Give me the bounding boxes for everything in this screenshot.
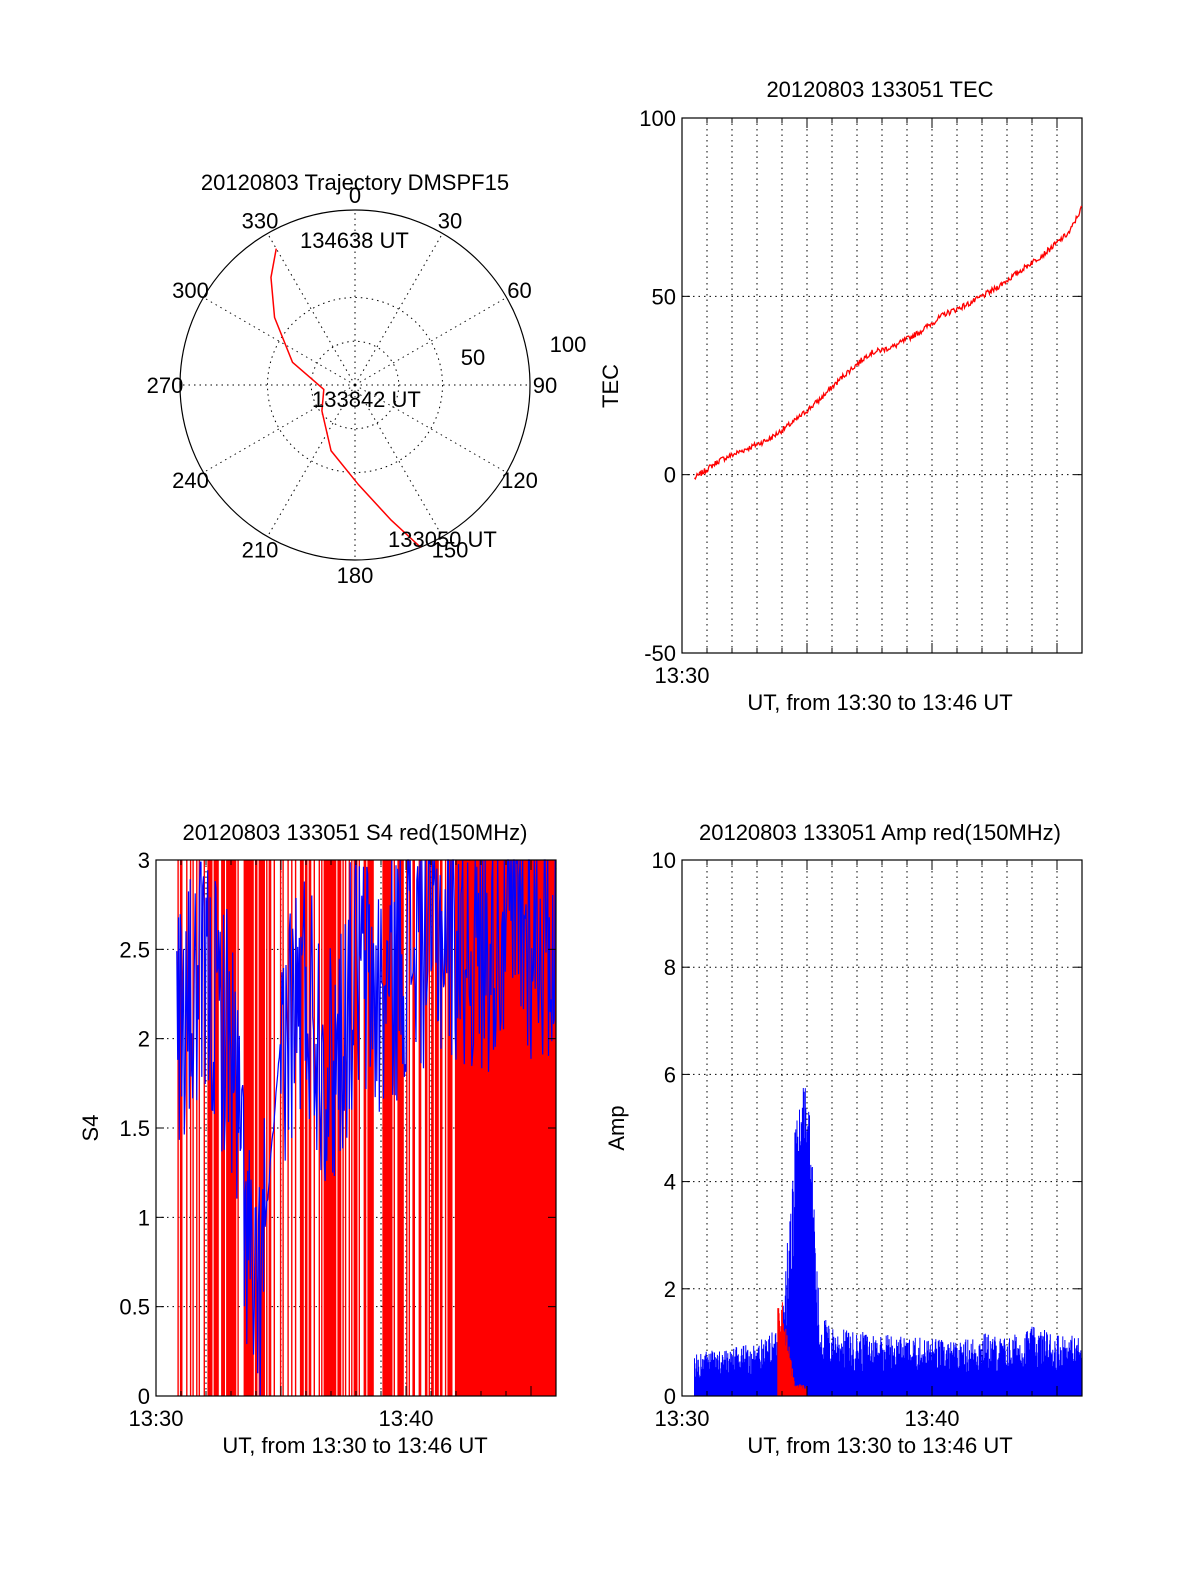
- tec-y-tick-label: 0: [664, 463, 676, 488]
- polar-spoke: [354, 297, 507, 386]
- amp-y-tick-label: 6: [664, 1062, 676, 1087]
- s4-blue-line: [176, 859, 557, 1397]
- polar-angle-label: 60: [507, 278, 531, 303]
- amp-grid: [682, 860, 1082, 1396]
- amp-y-tick-label: 2: [664, 1277, 676, 1302]
- polar-angle-label: 150: [432, 538, 469, 563]
- polar-grid-circle-50: [267, 297, 443, 473]
- amp-x-ticks: 13:30 13:40: [654, 860, 1083, 1431]
- amp-panel: 20120803 133051 Amp red(150MHz) 0246810 …: [604, 820, 1083, 1458]
- tec-y-ticks: -50 0 50 100: [639, 106, 1082, 666]
- polar-angle-label: 330: [242, 208, 279, 233]
- s4-panel: 20120803 133051 S4 red(150MHz) 0 0.5 1 1.5 2…: [78, 820, 557, 1458]
- polar-radius-label: 100: [550, 332, 587, 357]
- polar-angle-labels: 0 30 60 90 120 150 180 210 240 270 300 330: [147, 183, 558, 588]
- tec-grid: [682, 118, 1082, 653]
- tec-panel: 20120803 133051 TEC -50 0 50 100 13:30 UT, …: [598, 77, 1083, 715]
- amp-series: [694, 1088, 1083, 1396]
- polar-angle-label: 90: [533, 373, 557, 398]
- polar-angle-label: 180: [337, 563, 374, 588]
- polar-outer-circle: [179, 209, 531, 561]
- polar-panel: 20120803 Trajectory DMSPF15 0 30 60 90 120 15…: [147, 170, 587, 588]
- polar-angle-label: 120: [501, 468, 538, 493]
- tec-x-tick-label: 13:30: [654, 663, 709, 688]
- tec-series: [693, 205, 1083, 481]
- s4-y-tick-label: 3: [138, 848, 150, 873]
- amp-x-tick-label: 13:30: [654, 1406, 709, 1431]
- polar-angle-label: 300: [172, 278, 209, 303]
- tec-y-label: TEC: [598, 364, 623, 408]
- amp-blue-bars: [694, 1088, 1083, 1396]
- s4-y-tick-label: 1.5: [119, 1116, 150, 1141]
- tec-title: 20120803 133051 TEC: [766, 77, 993, 102]
- s4-x-label: UT, from 13:30 to 13:46 UT: [222, 1433, 487, 1458]
- polar-spoke: [267, 233, 356, 386]
- polar-angle-label: 30: [438, 208, 462, 233]
- polar-series: [270, 248, 422, 548]
- tec-y-tick-label: 50: [652, 284, 676, 309]
- amp-red-bars: [777, 1302, 808, 1396]
- amp-y-tick-label: 0: [664, 1384, 676, 1409]
- s4-y-tick-label: 2: [138, 1027, 150, 1052]
- s4-x-tick-label: 13:40: [378, 1406, 433, 1431]
- s4-title: 20120803 133051 S4 red(150MHz): [183, 820, 528, 845]
- polar-radius-labels: 50 100: [461, 332, 587, 370]
- s4-y-tick-label: 0: [138, 1384, 150, 1409]
- amp-y-label: Amp: [604, 1105, 629, 1150]
- amp-axes-frame: [681, 859, 1083, 1397]
- s4-y-ticks: 0 0.5 1 1.5 2 2.5 3: [119, 848, 556, 1409]
- polar-annotation: 133842 UT: [312, 387, 421, 412]
- tec-x-label: UT, from 13:30 to 13:46 UT: [747, 690, 1012, 715]
- tec-series-line: [693, 205, 1083, 481]
- s4-x-ticks: 13:30 13:40: [128, 860, 557, 1431]
- amp-y-tick-label: 8: [664, 955, 676, 980]
- tec-axes-frame: [681, 117, 1083, 654]
- s4-y-tick-label: 1: [138, 1205, 150, 1230]
- s4-x-tick-label: 13:30: [128, 1406, 183, 1431]
- tec-y-tick-label: 100: [639, 106, 676, 131]
- polar-annotations: 134638 UT 133842 UT 133050 UT: [300, 228, 497, 552]
- polar-title: 20120803 Trajectory DMSPF15: [201, 170, 509, 195]
- polar-angle-label: 240: [172, 468, 209, 493]
- tec-y-tick-label: -50: [644, 641, 676, 666]
- amp-x-tick-label: 13:40: [904, 1406, 959, 1431]
- amp-y-tick-label: 4: [664, 1170, 676, 1195]
- amp-title: 20120803 133051 Amp red(150MHz): [699, 820, 1061, 845]
- s4-y-tick-label: 0.5: [119, 1295, 150, 1320]
- polar-angle-label: 0: [349, 183, 361, 208]
- amp-x-label: UT, from 13:30 to 13:46 UT: [747, 1433, 1012, 1458]
- polar-trajectory-line: [270, 248, 422, 548]
- polar-radius-label: 50: [461, 345, 485, 370]
- polar-annotation: 133050 UT: [388, 527, 497, 552]
- amp-y-tick-label: 10: [652, 848, 676, 873]
- s4-series: [176, 859, 557, 1397]
- s4-y-label: S4: [78, 1115, 103, 1142]
- tec-x-ticks: 13:30: [654, 118, 1083, 688]
- polar-grid: [180, 210, 530, 560]
- polar-grid-circle-25: [310, 340, 400, 430]
- polar-angle-label: 270: [147, 373, 184, 398]
- polar-annotation: 134638 UT: [300, 228, 409, 253]
- amp-y-ticks: 0 2 4 6 8 10: [652, 848, 1082, 1409]
- polar-angle-label: 210: [242, 538, 279, 563]
- s4-y-tick-label: 2.5: [119, 937, 150, 962]
